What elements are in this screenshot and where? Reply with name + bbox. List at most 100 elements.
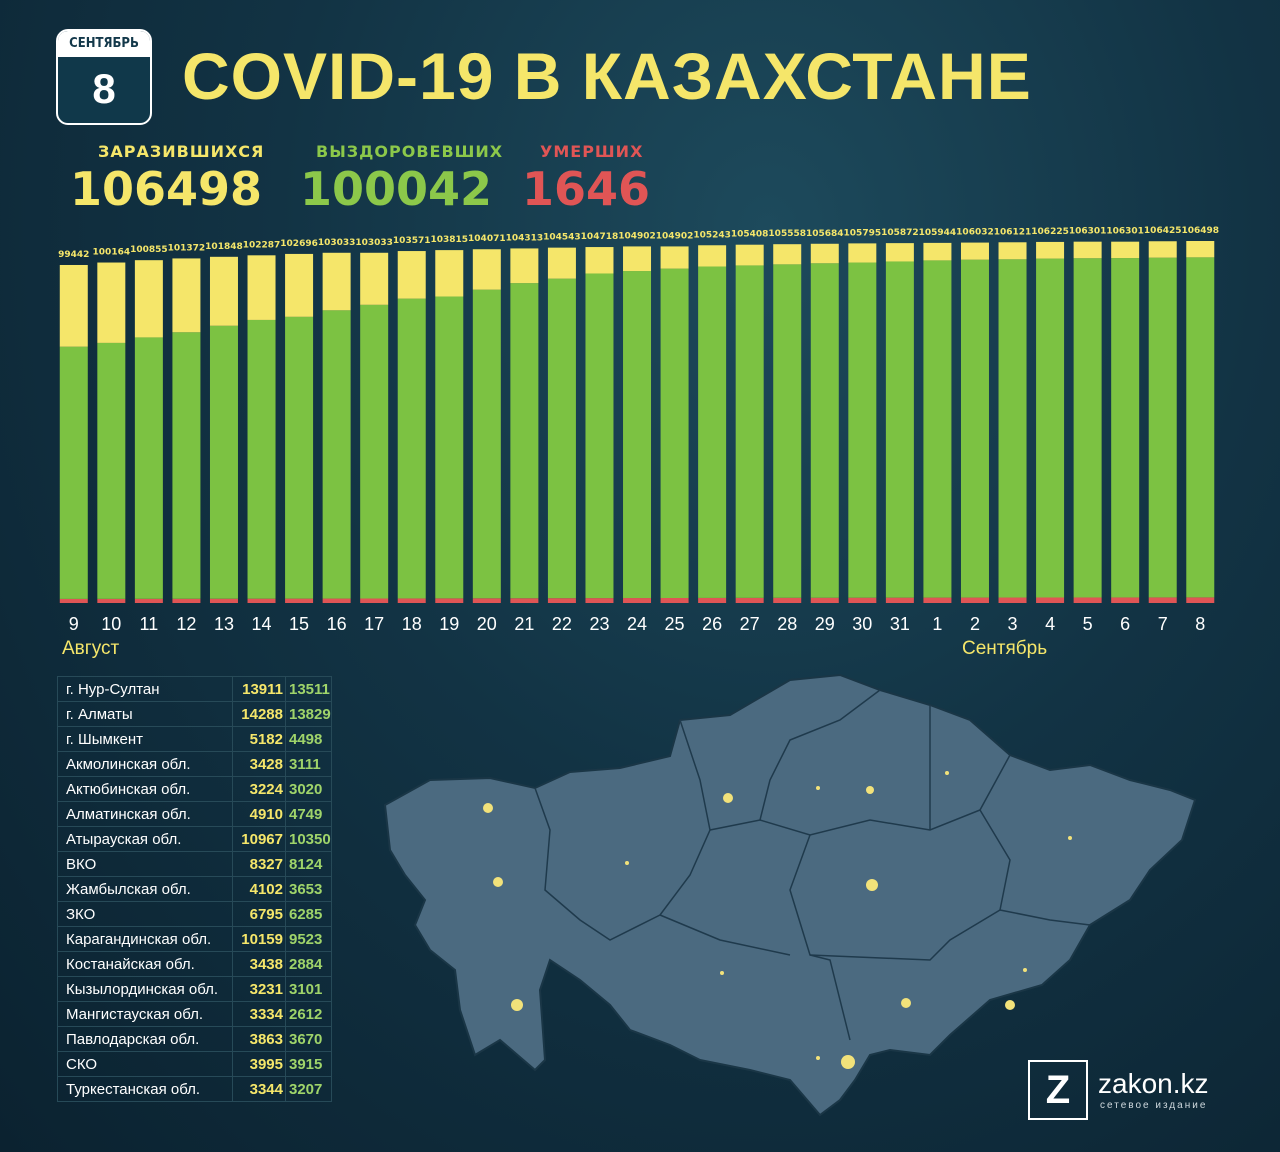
- bar-segment-deaths: [998, 597, 1027, 603]
- x-tick-label: 7: [1158, 614, 1168, 634]
- region-infected: 13911: [232, 676, 286, 702]
- x-tick-label: 29: [815, 614, 835, 634]
- bar-segment-recovered: [660, 268, 689, 599]
- region-recovered: 3653: [285, 876, 332, 902]
- bar-segment-recovered: [510, 283, 539, 599]
- bar-segment-recovered: [134, 337, 163, 599]
- region-recovered: 3207: [285, 1076, 332, 1102]
- bar-segment-deaths: [623, 598, 652, 603]
- x-tick-label: 27: [740, 614, 760, 634]
- region-row: Актюбинская обл. 3224 3020: [57, 776, 332, 802]
- region-recovered: 9523: [285, 926, 332, 952]
- bar-total-label: 99442: [58, 250, 89, 260]
- stat-infected-label: ЗАРАЗИВШИХСЯ: [98, 142, 265, 161]
- stat-recovered-value: 100042: [300, 162, 493, 216]
- map-city-dot: [901, 998, 911, 1008]
- map-city-dot: [945, 771, 949, 775]
- x-tick-label: 11: [140, 614, 159, 634]
- x-tick-label: 13: [214, 614, 234, 634]
- x-tick-label: 10: [101, 614, 121, 634]
- region-infected: 14288: [232, 701, 286, 727]
- bar-segment-recovered: [1073, 258, 1102, 598]
- bar-total-label: 106301: [1069, 227, 1107, 237]
- bar-segment-deaths: [472, 598, 501, 603]
- x-tick-label: 24: [627, 614, 647, 634]
- x-tick-label: 31: [890, 614, 910, 634]
- bar-segment-active: [1186, 241, 1215, 258]
- x-tick-label: 26: [702, 614, 722, 634]
- bar-total-label: 102696: [280, 239, 318, 249]
- bar-segment-active: [660, 246, 689, 269]
- bar-segment-active: [510, 248, 539, 284]
- bar-segment-deaths: [923, 597, 952, 603]
- region-name: Кызылординская обл.: [57, 976, 233, 1002]
- bar-segment-deaths: [585, 598, 614, 603]
- bar-segment-deaths: [134, 598, 163, 603]
- bar-segment-active: [1111, 241, 1140, 259]
- bar-total-label: 103033: [318, 238, 356, 248]
- map-city-dot: [866, 879, 878, 891]
- brand-name: zakon.kz: [1098, 1068, 1209, 1099]
- region-infected: 3995: [232, 1051, 286, 1077]
- bar-segment-deaths: [1148, 597, 1177, 603]
- bar-segment-active: [698, 245, 727, 267]
- x-tick-label: 12: [176, 614, 196, 634]
- month-label-august: Август: [62, 638, 120, 659]
- region-name: Карагандинская обл.: [57, 926, 233, 952]
- map-border-line: [659, 914, 791, 956]
- region-recovered: 3915: [285, 1051, 332, 1077]
- bar-segment-recovered: [547, 278, 576, 599]
- map-city-dot: [841, 1055, 855, 1069]
- stat-infected: ЗАРАЗИВШИХСЯ 106498: [70, 142, 264, 215]
- bar-total-label: 104071: [468, 234, 506, 244]
- bar-segment-recovered: [698, 266, 727, 598]
- x-tick-label: 30: [852, 614, 872, 634]
- map-city-dot: [625, 861, 629, 865]
- region-name: г. Шымкент: [57, 726, 233, 752]
- bar-total-label: 104313: [506, 233, 544, 243]
- bar-segment-active: [97, 262, 126, 343]
- bar-segment-deaths: [1111, 597, 1140, 603]
- bar-segment-active: [848, 243, 877, 263]
- x-tick-label: 20: [477, 614, 497, 634]
- region-name: г. Алматы: [57, 701, 233, 727]
- region-recovered: 8124: [285, 851, 332, 877]
- x-tick-label: 15: [289, 614, 309, 634]
- region-name: Мангистауская обл.: [57, 1001, 233, 1027]
- bar-segment-active: [623, 246, 652, 272]
- map-border-line: [759, 689, 881, 821]
- bar-total-label: 105408: [731, 230, 769, 240]
- bar-total-label: 105684: [806, 229, 844, 239]
- bar-segment-recovered: [435, 296, 464, 599]
- region-row: г. Шымкент 5182 4498: [57, 726, 332, 752]
- bar-segment-recovered: [172, 332, 201, 599]
- x-tick-label: 1: [932, 614, 942, 634]
- region-name: Атырауская обл.: [57, 826, 233, 852]
- map-city-dot: [866, 786, 874, 794]
- bar-segment-recovered: [209, 325, 238, 599]
- region-recovered: 3670: [285, 1026, 332, 1052]
- bar-segment-recovered: [397, 298, 426, 599]
- zakon-logo: Z: [1028, 1060, 1088, 1120]
- bar-total-label: 105872: [881, 228, 919, 238]
- bar-segment-recovered: [923, 260, 952, 598]
- map-city-dot: [483, 803, 493, 813]
- region-recovered: 2612: [285, 1001, 332, 1027]
- bar-total-label: 106301: [1106, 227, 1144, 237]
- region-name: Павлодарская обл.: [57, 1026, 233, 1052]
- bar-segment-active: [472, 249, 501, 290]
- region-row: г. Алматы 14288 13829: [57, 701, 332, 727]
- region-infected: 3231: [232, 976, 286, 1002]
- stat-deaths-value: 1646: [522, 162, 651, 216]
- bar-segment-active: [247, 255, 276, 320]
- bar-total-label: 106425: [1144, 226, 1182, 236]
- region-recovered: 13829: [285, 701, 332, 727]
- page-title: COVID-19 В КАЗАХСТАНЕ: [182, 39, 1032, 113]
- bar-segment-recovered: [1111, 258, 1140, 598]
- bar-segment-recovered: [848, 262, 877, 598]
- bar-segment-deaths: [285, 598, 314, 603]
- bar-segment-active: [585, 247, 614, 274]
- region-recovered: 3111: [285, 751, 332, 777]
- calendar-badge: СЕНТЯБРЬ 8: [56, 29, 152, 125]
- region-recovered: 3020: [285, 776, 332, 802]
